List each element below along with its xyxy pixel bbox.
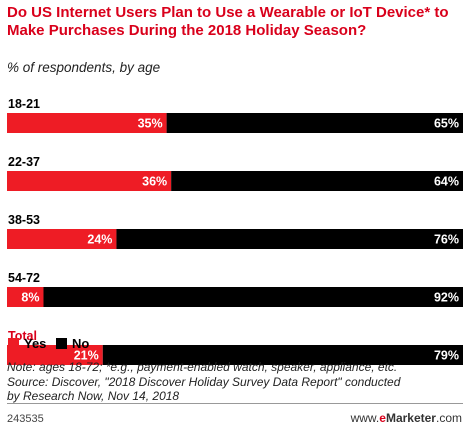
value-label-yes: 8%: [21, 291, 39, 305]
value-label-yes: 36%: [142, 175, 167, 189]
legend-item-no: No: [56, 336, 89, 351]
value-label-yes: 21%: [74, 349, 99, 363]
category-label: 22-37: [8, 155, 40, 169]
bar-no: [171, 171, 463, 191]
legend-item-yes: Yes: [8, 336, 46, 351]
value-label-yes: 24%: [87, 233, 112, 247]
legend-label-yes: Yes: [24, 336, 47, 351]
bar-no: [102, 345, 463, 365]
brand-logo[interactable]: www.eMarketer.com: [351, 411, 462, 425]
value-label-no: 79%: [434, 349, 459, 363]
category-label: 18-21: [8, 97, 40, 111]
category-label: 54-72: [8, 271, 40, 285]
value-label-no: 65%: [434, 117, 459, 131]
bar-no: [43, 287, 463, 307]
bar-yes: [7, 287, 44, 307]
notes: Note: ages 18-72; *e.g., payment-enabled…: [7, 360, 467, 404]
value-label-no: 92%: [434, 291, 459, 305]
legend-swatch-yes: [8, 338, 19, 349]
source-line: Source: Discover, "2018 Discover Holiday…: [7, 374, 401, 389]
value-label-no: 76%: [434, 233, 459, 247]
bar-yes: [7, 171, 172, 191]
note-line: Note: ages 18-72; *e.g., payment-enabled…: [7, 360, 398, 374]
bar-no: [116, 229, 463, 249]
bar-yes: [7, 113, 167, 133]
brand-suffix: .com: [435, 411, 462, 425]
bar-no: [166, 113, 463, 133]
chart-title: Do US Internet Users Plan to Use a Weara…: [7, 4, 449, 39]
bar-yes: [7, 229, 117, 249]
legend-label-no: No: [72, 336, 90, 351]
value-label-yes: 35%: [138, 117, 163, 131]
category-label: 38-53: [8, 213, 40, 227]
chart-id: 243535: [7, 413, 44, 425]
source-line-2: by Research Now, Nov 14, 2018: [7, 389, 180, 403]
footer-divider: [7, 403, 463, 404]
value-label-no: 64%: [434, 175, 459, 189]
legend-swatch-no: [56, 338, 67, 349]
brand-prefix: www.: [350, 411, 380, 425]
brand-e: e: [379, 411, 386, 425]
brand-name: Marketer: [385, 411, 436, 425]
chart-subtitle: % of respondents, by age: [7, 60, 161, 75]
bar-yes: [7, 345, 103, 365]
